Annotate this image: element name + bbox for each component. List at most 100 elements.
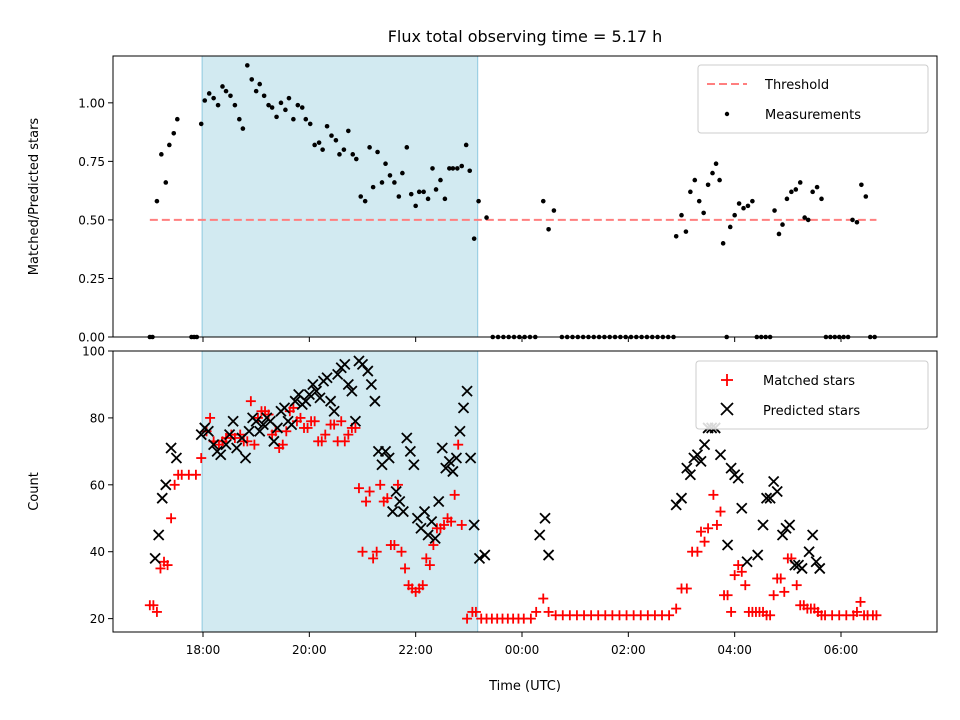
measurement-point	[540, 198, 546, 204]
matched-star-point	[339, 436, 350, 447]
measurement-point	[299, 105, 305, 110]
predicted-marker-b	[227, 415, 239, 427]
measurement-point	[745, 203, 751, 209]
measurement-point	[713, 161, 719, 167]
predicted-star-point	[303, 388, 315, 401]
predicted-marker-b	[362, 365, 374, 377]
predicted-star-point	[670, 499, 682, 511]
predicted-marker-b	[810, 556, 822, 568]
predicted-marker-b	[369, 395, 381, 407]
measurement-point	[400, 170, 405, 176]
legend-x-b	[720, 402, 734, 416]
matched-star-point	[470, 606, 481, 617]
predicted-star-point	[307, 378, 319, 391]
y-tick-label: 20	[90, 612, 105, 626]
measurement-point	[705, 182, 711, 188]
predicted-star-point	[314, 392, 326, 404]
predicted-star-point	[231, 442, 243, 454]
predicted-star-point	[207, 439, 220, 451]
matched-star-point	[681, 583, 692, 594]
predicted-marker-b	[346, 385, 358, 397]
predicted-marker-b	[457, 402, 470, 414]
predicted-marker-b	[349, 415, 362, 427]
predicted-marker-b	[534, 529, 546, 541]
matched-star-point	[775, 573, 786, 584]
predicted-marker-b	[418, 505, 431, 518]
y-tick-label: 0.75	[78, 155, 105, 169]
matched-star-point	[428, 540, 439, 551]
predicted-marker-b	[278, 402, 291, 414]
matched-star-point	[543, 606, 554, 617]
matched-star-point	[871, 610, 882, 621]
predicted-star-point	[404, 445, 416, 457]
predicted-star-point	[215, 449, 227, 461]
measurement-point	[211, 95, 216, 101]
predicted-star-point	[271, 422, 284, 434]
observing-interval-shade-bottom	[201, 350, 479, 633]
predicted-star-point	[153, 529, 165, 541]
predicted-marker-b	[757, 519, 769, 531]
predicted-star-point	[691, 449, 704, 461]
measurement-point	[303, 116, 309, 122]
predicted-star-point	[394, 495, 406, 508]
predicted-star-point	[461, 385, 473, 397]
predicted-star-point	[725, 462, 737, 474]
predicted-star-point	[443, 455, 455, 468]
measurement-point	[793, 187, 799, 192]
matched-star-point	[851, 606, 862, 617]
matched-star-point	[375, 479, 386, 490]
legend-measurements-label: Measurements	[765, 108, 861, 123]
top-y-ticks: 0.00 0.25 0.50 0.75 1.00	[78, 96, 113, 345]
predicted-star-point	[464, 452, 477, 464]
measurement-point	[312, 142, 317, 148]
legend-predicted-swatch	[720, 402, 734, 416]
predicted-star-point	[257, 418, 269, 431]
measurement-point	[459, 163, 465, 169]
y-tick-label: 80	[90, 411, 105, 425]
predicted-star-point	[429, 532, 441, 544]
predicted-marker-b	[285, 418, 298, 431]
predicted-marker-b	[390, 485, 402, 498]
predicted-marker-b	[433, 495, 445, 508]
matched-star-point	[353, 483, 364, 494]
measurement-point	[261, 93, 267, 99]
predicted-star-point	[165, 442, 177, 454]
predicted-marker-b	[300, 395, 312, 407]
predicted-star-point	[539, 512, 551, 524]
measurement-point	[175, 116, 180, 122]
y-tick-label: 40	[90, 545, 105, 559]
predicted-star-point	[796, 562, 808, 575]
predicted-marker-b	[450, 452, 463, 464]
measurement-point	[329, 133, 334, 138]
matched-star-point	[453, 439, 464, 450]
matched-star-point	[765, 610, 776, 621]
predicted-marker-b	[170, 452, 183, 464]
predicted-marker-b	[324, 395, 337, 407]
matched-star-point	[368, 553, 379, 564]
predicted-star-point	[776, 529, 789, 541]
measurement-point	[274, 114, 279, 120]
predicted-marker-b	[293, 388, 305, 401]
predicted-marker-b	[440, 462, 452, 474]
matched-star-point	[148, 600, 159, 611]
matched-star-point	[396, 546, 407, 557]
measurement-point	[223, 88, 229, 94]
predicted-marker-b	[776, 529, 789, 541]
predicted-marker-b	[339, 358, 351, 371]
predicted-marker-b	[220, 439, 232, 451]
measurement-point	[320, 147, 325, 152]
predicted-marker-b	[379, 445, 392, 457]
predicted-marker-b	[814, 562, 826, 575]
predicted-marker-b	[307, 378, 319, 391]
predicted-star-point	[362, 365, 374, 377]
measurement-point	[237, 116, 242, 122]
predicted-star-point	[349, 415, 362, 427]
predicted-marker-b	[464, 452, 477, 464]
measurement-point	[863, 194, 869, 199]
measurement-point	[717, 177, 722, 183]
measurement-point	[696, 198, 702, 204]
predicted-marker-b	[429, 532, 441, 544]
predicted-star-point	[202, 425, 214, 437]
matched-star-point	[768, 590, 779, 601]
